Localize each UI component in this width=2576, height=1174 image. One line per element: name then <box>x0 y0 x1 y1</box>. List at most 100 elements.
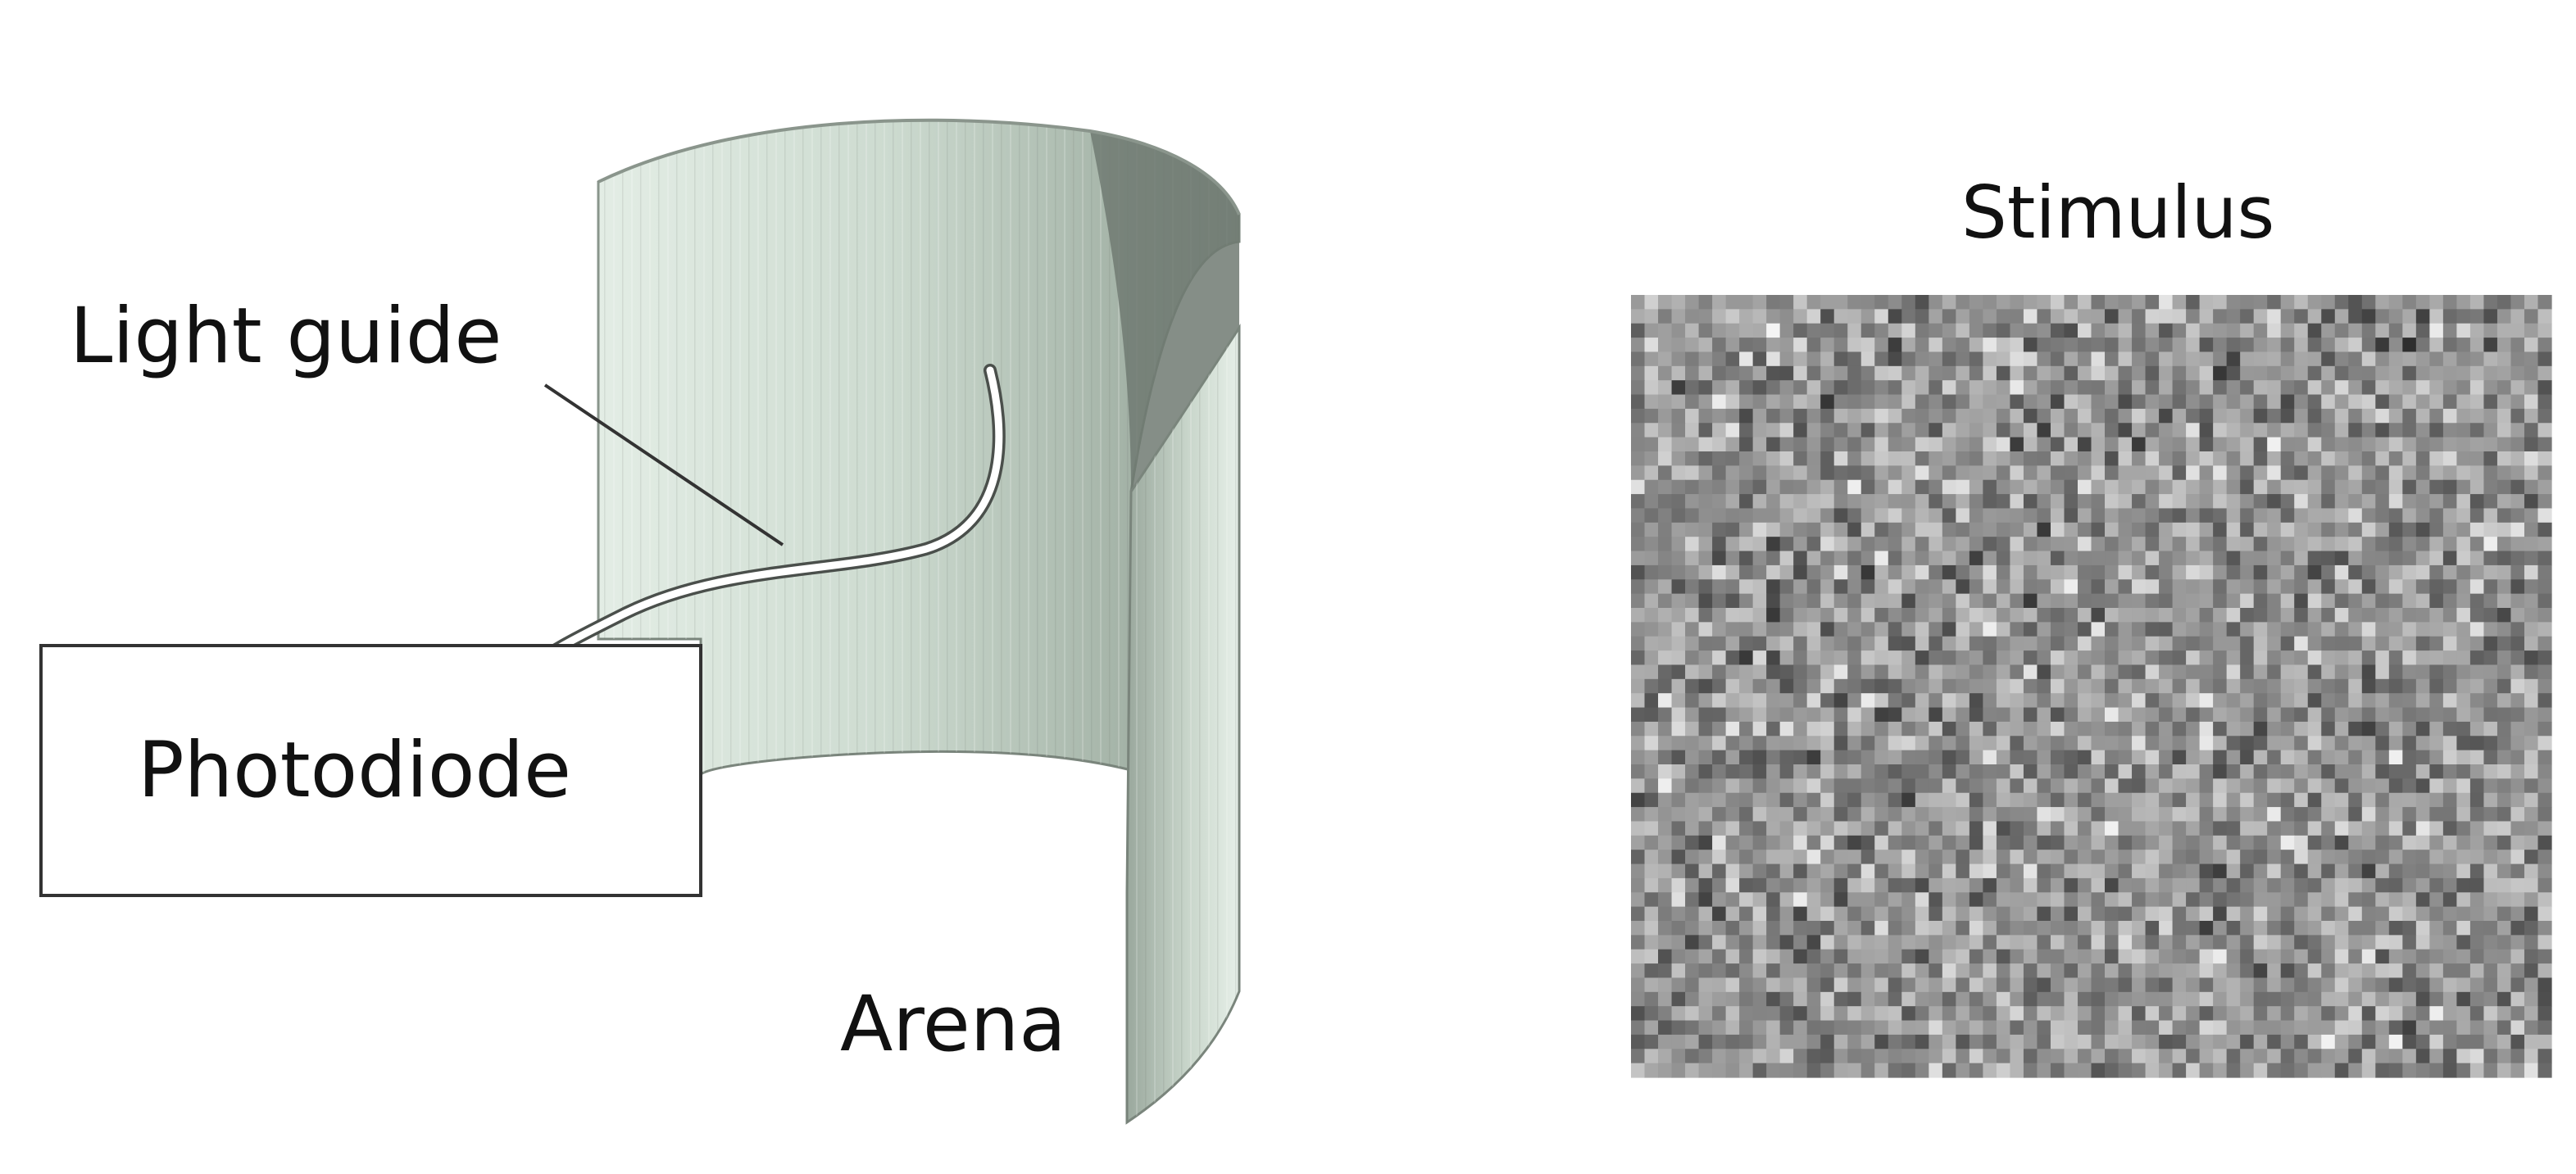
noise-pixel <box>1888 650 1902 666</box>
noise-pixel <box>2334 1006 2349 1022</box>
noise-pixel <box>1766 351 1781 367</box>
noise-pixel <box>2050 508 2065 524</box>
noise-pixel <box>1929 906 1943 922</box>
noise-pixel <box>2253 622 2268 637</box>
noise-pixel <box>2213 850 2228 865</box>
noise-pixel <box>1996 465 2011 481</box>
noise-pixel <box>2415 821 2430 836</box>
noise-pixel <box>2361 465 2376 481</box>
noise-pixel <box>2267 380 2282 396</box>
noise-pixel <box>2307 892 2322 908</box>
noise-pixel <box>2118 394 2133 410</box>
noise-pixel <box>1901 522 1916 537</box>
noise-pixel <box>1874 338 1889 353</box>
noise-pixel <box>2469 365 2485 381</box>
noise-pixel <box>1956 1034 1970 1049</box>
noise-pixel <box>2050 707 2065 723</box>
noise-pixel <box>2186 564 2201 580</box>
noise-pixel <box>1996 807 2011 823</box>
noise-pixel <box>2050 977 2065 993</box>
noise-pixel <box>2186 338 2201 353</box>
noise-pixel <box>1806 1034 1821 1049</box>
noise-pixel <box>1806 991 1821 1007</box>
noise-pixel <box>1725 963 1740 979</box>
noise-pixel <box>2213 608 2228 623</box>
noise-pixel <box>2537 750 2552 765</box>
noise-pixel <box>2077 537 2092 552</box>
noise-pixel <box>2050 864 2065 879</box>
noise-pixel <box>2294 750 2309 765</box>
noise-pixel <box>1685 579 1700 595</box>
noise-pixel <box>2442 764 2457 779</box>
noise-pixel <box>2388 892 2403 908</box>
noise-pixel <box>1996 323 2011 338</box>
noise-pixel <box>2077 778 2092 794</box>
noise-pixel <box>2023 522 2038 537</box>
noise-pixel <box>1698 636 1713 651</box>
noise-pixel <box>1806 551 1821 566</box>
noise-pixel <box>1915 650 1929 666</box>
noise-pixel <box>2537 423 2552 438</box>
noise-pixel <box>1929 1063 1943 1078</box>
noise-pixel <box>1915 935 1929 950</box>
noise-pixel <box>2159 693 2174 709</box>
noise-pixel <box>2510 1006 2525 1022</box>
noise-pixel <box>1983 295 1997 310</box>
noise-pixel <box>2469 935 2485 950</box>
noise-pixel <box>2442 792 2457 808</box>
noise-pixel <box>2524 338 2539 353</box>
noise-pixel <box>2077 338 2092 353</box>
noise-pixel <box>2496 807 2512 823</box>
noise-pixel <box>2483 963 2498 979</box>
noise-pixel <box>2402 351 2417 367</box>
noise-pixel <box>1942 323 1956 338</box>
noise-pixel <box>1644 465 1659 481</box>
noise-pixel <box>1983 636 1997 651</box>
noise-pixel <box>2267 764 2282 779</box>
noise-pixel <box>2186 522 2201 537</box>
noise-pixel <box>1847 892 1862 908</box>
noise-pixel <box>2145 351 2160 367</box>
noise-pixel <box>2456 451 2471 466</box>
noise-pixel <box>1915 351 1929 367</box>
noise-pixel <box>1901 551 1916 566</box>
noise-pixel <box>2132 693 2147 709</box>
noise-pixel <box>1752 906 1767 922</box>
noise-pixel <box>1806 608 1821 623</box>
noise-pixel <box>2456 636 2471 651</box>
noise-pixel <box>2469 678 2485 694</box>
noise-pixel <box>2240 564 2255 580</box>
noise-pixel <box>1956 764 1970 779</box>
noise-pixel <box>1942 835 1956 850</box>
noise-pixel <box>2388 479 2403 495</box>
noise-pixel <box>2348 664 2363 680</box>
noise-pixel <box>1779 792 1794 808</box>
noise-pixel <box>1712 949 1727 964</box>
noise-pixel <box>2159 792 2174 808</box>
noise-pixel <box>2037 693 2051 709</box>
noise-pixel <box>2091 323 2106 338</box>
noise-pixel <box>2105 295 2119 310</box>
noise-pixel <box>2037 778 2051 794</box>
noise-pixel <box>2510 408 2525 424</box>
noise-pixel <box>1874 579 1889 595</box>
noise-pixel <box>1766 864 1781 879</box>
noise-pixel <box>2510 309 2525 324</box>
noise-pixel <box>2267 408 2282 424</box>
noise-pixel <box>1929 508 1943 524</box>
noise-pixel <box>1901 1020 1916 1036</box>
noise-pixel <box>2307 963 2322 979</box>
noise-pixel <box>1712 864 1727 879</box>
noise-pixel <box>2023 707 2038 723</box>
noise-pixel <box>2402 678 2417 694</box>
noise-pixel <box>2091 423 2106 438</box>
noise-pixel <box>2037 807 2051 823</box>
noise-pixel <box>2483 707 2498 723</box>
noise-pixel <box>1942 593 1956 609</box>
noise-pixel <box>2307 721 2322 737</box>
noise-pixel <box>1847 1006 1862 1022</box>
noise-pixel <box>2267 750 2282 765</box>
noise-pixel <box>1779 778 1794 794</box>
noise-pixel <box>1631 792 1646 808</box>
noise-pixel <box>1685 693 1700 709</box>
